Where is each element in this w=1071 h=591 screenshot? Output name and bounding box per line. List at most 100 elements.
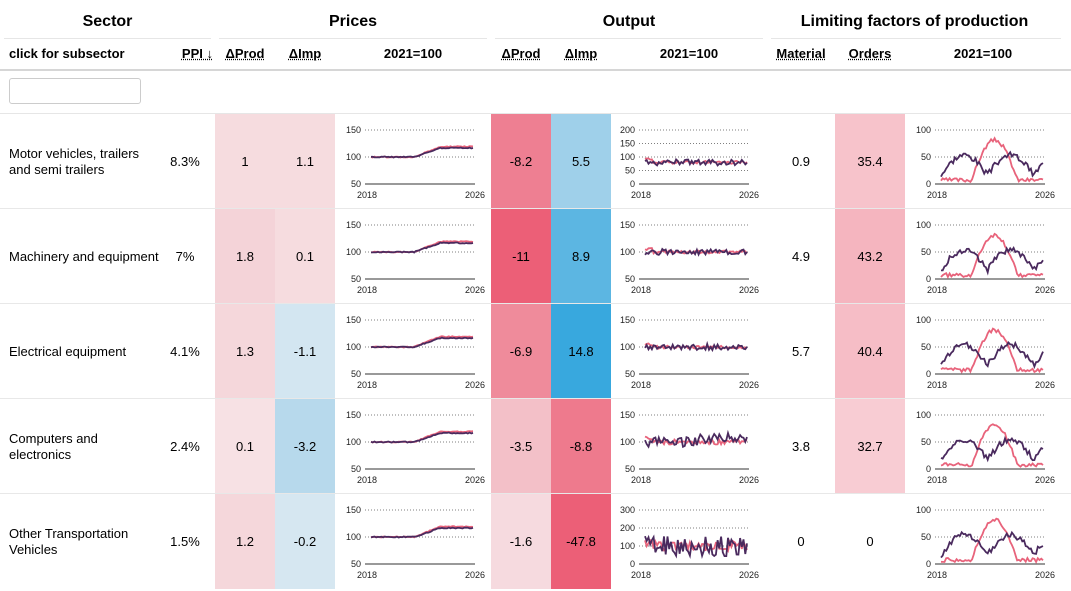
ppi-value: 8.3%: [170, 154, 200, 169]
tick-label: 150: [346, 125, 361, 135]
prices-dimp-cell: -1.1: [275, 304, 335, 399]
axis-year-label: 2018: [927, 285, 947, 295]
material-cell: 0: [767, 494, 835, 589]
tick-label: 100: [346, 152, 361, 162]
axis-year-label: 2026: [739, 380, 759, 390]
axis-year-label: 2026: [465, 475, 485, 485]
series-line-dark: [370, 336, 474, 349]
tick-label: 100: [620, 541, 635, 551]
row-divider: [0, 398, 1071, 399]
prices-dprod-cell: 1.8: [215, 209, 275, 304]
tick-label: 50: [921, 342, 931, 352]
tick-label: 50: [625, 464, 635, 474]
sector-filter-input[interactable]: [9, 78, 141, 104]
column-output-dprod[interactable]: ΔProd: [501, 46, 541, 61]
tick-label: 0: [630, 559, 635, 569]
series-line-dark: [940, 340, 1044, 370]
tick-label: 150: [620, 410, 635, 420]
prices-sparkline: 150 100 50 2018 2026: [337, 219, 487, 301]
tick-label: 50: [921, 437, 931, 447]
series-line-dark: [371, 146, 474, 159]
tick-label: 150: [346, 315, 361, 325]
series-line-dark: [940, 530, 1044, 559]
output-sparkline: 200 150 100 50 0 2018 2026: [611, 124, 761, 206]
tick-label: 100: [346, 247, 361, 257]
prices-dimp-cell: -3.2: [275, 399, 335, 494]
tick-label: 100: [620, 152, 635, 162]
sector-label: Motor vehicles, trailers and semi traile…: [9, 145, 140, 177]
axis-year-label: 2018: [357, 475, 377, 485]
material-cell: 4.9: [767, 209, 835, 304]
tick-label: 50: [921, 532, 931, 542]
row-divider: [0, 493, 1071, 494]
limiting-sparkline: 100 50 0 2018 2026: [907, 124, 1057, 206]
axis-year-label: 2018: [357, 190, 377, 200]
sector-name[interactable]: Machinery and equipment: [9, 209, 159, 304]
axis-year-label: 2026: [1035, 285, 1055, 295]
axis-year-label: 2026: [1035, 380, 1055, 390]
tick-label: 0: [926, 559, 931, 569]
series-line-dark: [644, 340, 748, 353]
column-prices-dprod[interactable]: ΔProd: [225, 46, 265, 61]
column-subsector[interactable]: click for subsector: [9, 46, 125, 61]
ppi-value: 7%: [175, 249, 195, 264]
column-output-index: 2021=100: [659, 46, 719, 61]
prices-dprod-cell: 0.1: [215, 399, 275, 494]
column-output-dimp[interactable]: ΔImp: [564, 46, 598, 61]
tick-label: 100: [620, 342, 635, 352]
sector-name[interactable]: Computers and electronics: [9, 399, 159, 494]
column-material[interactable]: Material: [776, 46, 826, 61]
tick-label: 50: [921, 247, 931, 257]
limiting-sparkline: 100 50 0 2018 2026: [907, 219, 1057, 301]
axis-year-label: 2018: [631, 570, 651, 580]
tick-label: 100: [916, 220, 931, 230]
tick-label: 100: [346, 532, 361, 542]
column-prices-dimp[interactable]: ΔImp: [288, 46, 322, 61]
sector-name[interactable]: Electrical equipment: [9, 304, 159, 399]
sector-name[interactable]: Motor vehicles, trailers and semi traile…: [9, 114, 159, 209]
group-prices: Prices: [328, 13, 378, 30]
sector-name[interactable]: Other Transportation Vehicles: [9, 494, 159, 589]
header-divider: [0, 69, 1071, 71]
series-line-dark: [371, 241, 474, 254]
column-orders[interactable]: Orders: [848, 46, 892, 61]
output-dprod-cell: -11: [491, 209, 551, 304]
orders-cell: 40.4: [835, 304, 905, 399]
series-line-dark: [941, 245, 1044, 276]
series-line-pink: [940, 232, 1044, 279]
output-dprod-cell: -3.5: [491, 399, 551, 494]
tick-label: 50: [625, 369, 635, 379]
tick-label: 200: [620, 523, 635, 533]
axis-year-label: 2026: [465, 380, 485, 390]
axis-year-label: 2026: [739, 190, 759, 200]
axis-year-label: 2018: [927, 475, 947, 485]
tick-label: 150: [620, 315, 635, 325]
axis-year-label: 2018: [631, 285, 651, 295]
output-dprod-cell: -6.9: [491, 304, 551, 399]
limiting-sparkline: 100 50 0 2018 2026: [907, 314, 1057, 396]
axis-year-label: 2018: [357, 380, 377, 390]
tick-label: 100: [620, 437, 635, 447]
output-dimp-cell: 8.9: [551, 209, 611, 304]
tick-label: 200: [620, 125, 635, 135]
column-limiting-index: 2021=100: [953, 46, 1013, 61]
output-sparkline: 150 100 50 2018 2026: [611, 314, 761, 396]
limiting-sparkline: 100 50 0 2018 2026: [907, 504, 1057, 586]
axis-year-label: 2026: [1035, 570, 1055, 580]
prices-dprod-cell: 1: [215, 114, 275, 209]
series-line-dark: [644, 247, 748, 257]
column-ppi-sorted[interactable]: PPI ↓: [181, 46, 213, 61]
column-prices-index: 2021=100: [383, 46, 443, 61]
material-cell: 5.7: [767, 304, 835, 399]
axis-year-label: 2026: [739, 570, 759, 580]
group-output: Output: [602, 13, 656, 30]
tick-label: 100: [916, 125, 931, 135]
axis-year-label: 2026: [465, 190, 485, 200]
series-line-dark: [370, 431, 474, 444]
tick-label: 100: [916, 315, 931, 325]
axis-year-label: 2026: [1035, 190, 1055, 200]
tick-label: 150: [620, 139, 635, 149]
series-line-dark: [644, 534, 748, 559]
ppi-value: 2.4%: [170, 439, 200, 454]
filter-divider: [0, 113, 1071, 114]
